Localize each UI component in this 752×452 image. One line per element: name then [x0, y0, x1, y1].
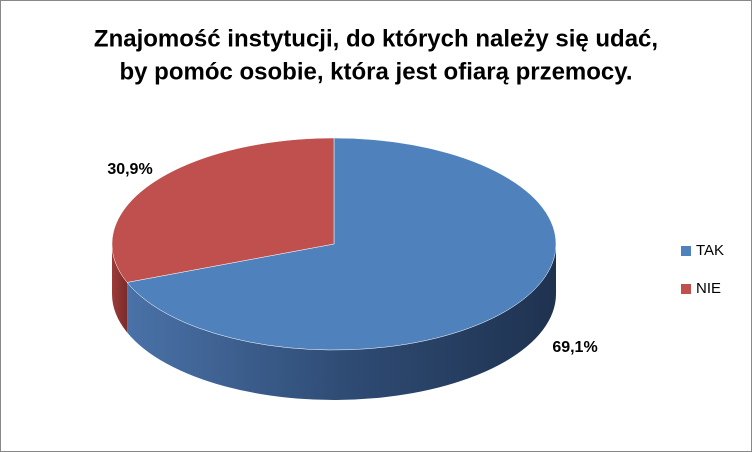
legend-swatch [681, 284, 691, 294]
legend-label: TAK [696, 242, 724, 259]
chart-title: by pomóc osobie, która jest ofiarą przem… [119, 58, 632, 85]
legend-label: NIE [696, 280, 721, 297]
pie-side [112, 244, 128, 333]
pie-slice [111, 137, 335, 283]
pie-side [127, 244, 557, 400]
data-label: 30,9% [107, 161, 152, 178]
data-label: 69,1% [552, 339, 597, 356]
pie-slice [126, 137, 557, 351]
legend-swatch [681, 246, 691, 256]
chart-title: Znajomość instytucji, do których należy … [94, 25, 658, 52]
